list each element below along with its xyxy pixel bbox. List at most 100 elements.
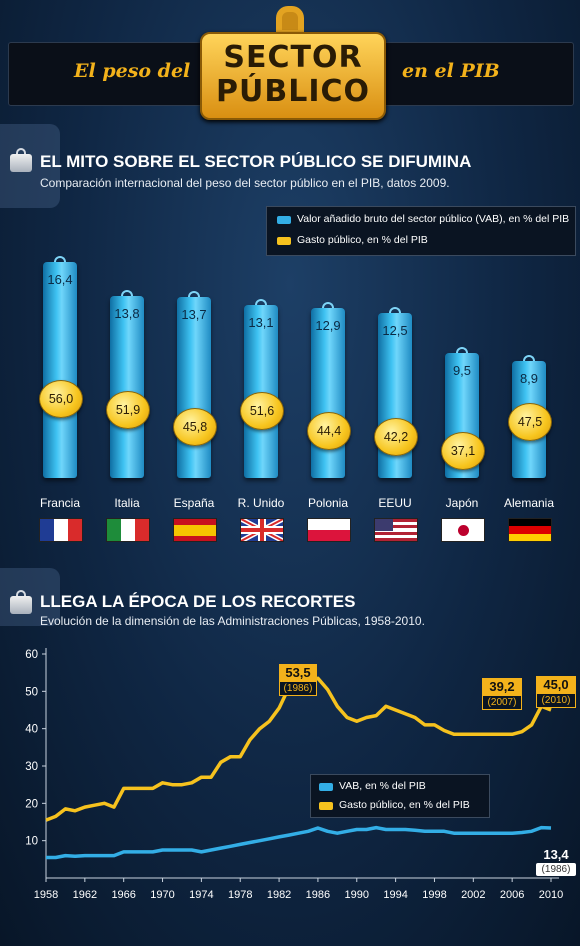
bar-value-label: 13,8 [114,305,140,321]
bar-cap-icon [255,299,267,306]
weight-icon-2 [10,596,32,614]
bar-cap-icon [523,354,535,361]
country-label: EEUU [378,496,412,510]
annotation-value: 53,5 [279,664,317,681]
bar-value-label: 13,7 [181,307,207,323]
bar-cap-icon [456,346,468,353]
country-flag-icon [173,518,217,542]
bar-value-label: 13,1 [248,315,274,331]
bar-legend: Valor añadido bruto del sector público (… [266,206,576,256]
annotation-year: (2007) [482,695,522,710]
annotation-year: (2010) [536,693,576,708]
x-tick-label: 2006 [500,889,524,901]
country-label: Polonia [307,496,349,510]
country-flag-icon [508,518,552,542]
title-badge: SECTOR PÚBLICO [200,32,386,120]
gasto-ellipse: 44,4 [307,411,351,450]
legend-label-gasto: Gasto público, en % del PIB [297,234,428,246]
header-right-text: en el PIB [402,60,500,82]
bar-value-label: 12,9 [315,317,341,333]
gasto-ellipse: 51,9 [106,390,150,429]
bar-vab [110,295,144,478]
gasto-ellipse: 42,2 [374,417,418,456]
y-tick-label: 60 [25,649,38,661]
section1-subtitle: Comparación internacional del peso del s… [40,176,450,190]
gasto-ellipse: 45,8 [173,407,217,446]
bar-value-label: 8,9 [519,370,539,386]
y-tick-label: 40 [25,724,38,736]
line-legend-swatch-vab [319,783,333,791]
gasto-ellipse: 47,5 [508,403,552,442]
y-tick-label: 30 [25,761,38,773]
weight-icon [10,154,32,172]
x-tick-label: 1970 [150,889,174,901]
x-tick-label: 1982 [267,889,291,901]
annotation-year: (1986) [279,681,317,696]
header-left-text: El peso del [74,60,191,82]
country-flag-icon [307,518,351,542]
x-tick-label: 1958 [34,889,58,901]
x-tick-label: 1986 [306,889,330,901]
bar-cap-icon [322,301,334,308]
bar-cap-icon [54,255,66,262]
y-tick-label: 10 [25,836,38,848]
line-legend-swatch-gasto [319,802,333,810]
badge-line1: SECTOR [223,40,363,75]
country-flag-icon [106,518,150,542]
annotation-value: 39,2 [482,678,522,695]
legend-swatch-gasto [277,237,291,245]
x-tick-label: 1994 [383,889,407,901]
annotation-callout: 13,4 (1986) [536,847,576,876]
x-tick-label: 1966 [111,889,135,901]
gasto-ellipse: 37,1 [441,432,485,471]
line-legend-label-gasto: Gasto público, en % del PIB [339,799,470,811]
badge-line2: PÚBLICO [215,74,370,109]
y-tick-label: 20 [25,798,38,810]
gasto-ellipse: 51,6 [240,391,284,430]
x-tick-label: 1962 [73,889,97,901]
line-legend-label-vab: VAB, en % del PIB [339,780,426,792]
country-label: Japón [445,496,479,510]
legend-label-vab: Valor añadido bruto del sector público (… [297,213,570,225]
bar-value-label: 9,5 [452,362,472,378]
annotation-value: 13,4 [543,847,569,862]
line-legend: VAB, en % del PIB Gasto público, en % de… [310,774,490,818]
country-label: Alemania [503,496,555,510]
y-tick-label: 50 [25,686,38,698]
x-tick-label: 1998 [422,889,446,901]
country-flag-icon [39,518,83,542]
bar-vab [244,305,278,478]
bar-vab [177,297,211,478]
country-label: Italia [114,496,140,510]
weight-icon-handle-2 [16,590,26,597]
bar-value-label: 16,4 [47,271,73,287]
series-line-vab [46,825,552,860]
bar-cap-icon [389,307,401,313]
bar-vab [43,261,77,478]
bar-cap-icon [121,289,133,296]
x-tick-label: 2010 [539,889,563,901]
weight-icon-handle [16,148,26,155]
section2-title: LLEGA LA ÉPOCA DE LOS RECORTES [40,592,356,611]
annotation-value: 45,0 [536,676,576,693]
x-tick-label: 1978 [228,889,252,901]
annotation-callout: 39,2 (2007) [482,678,522,710]
annotation-callout: 53,5 (1986) [279,664,317,696]
country-label: España [173,496,215,510]
section2-subtitle: Evolución de la dimensión de las Adminis… [40,614,425,628]
x-tick-label: 1974 [189,889,213,901]
country-label: R. Unido [237,496,285,510]
annotation-year: (1986) [536,863,576,876]
x-tick-label: 1990 [345,889,369,901]
gasto-ellipse: 56,0 [39,379,83,418]
country-flag-icon [240,518,284,542]
country-label: Francia [39,496,80,510]
bar-chart: 16,4 56,0 Francia 13,8 51,9 Italia 13,7 45,8 Esp… [39,255,555,542]
bar-value-label: 12,5 [382,323,408,338]
country-flag-icon [374,518,418,542]
bar-cap-icon [188,291,200,298]
country-flag-icon [441,518,485,542]
annotation-callout: 45,0 (2010) [536,676,576,708]
